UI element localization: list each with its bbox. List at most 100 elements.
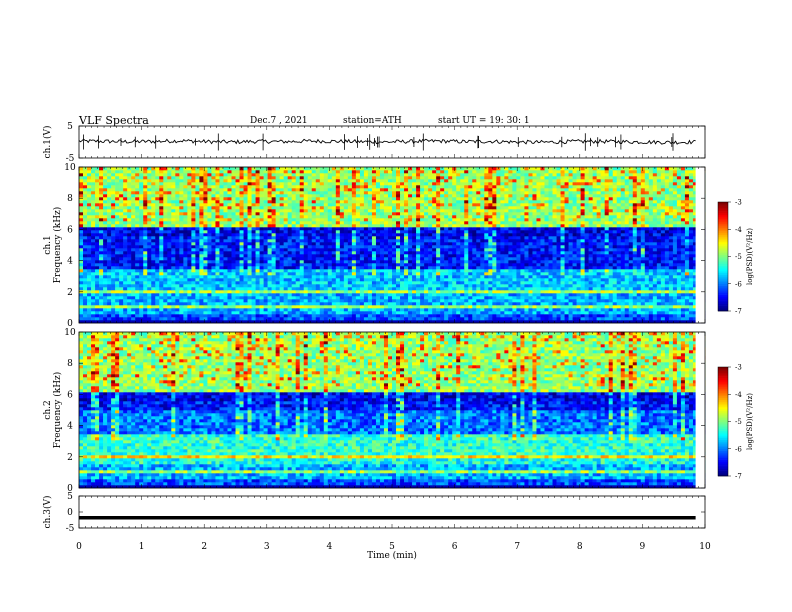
spectrogram-cell <box>227 230 232 234</box>
spectrogram-cell <box>420 320 425 324</box>
spectrogram-cell <box>79 275 84 279</box>
spectrogram-cell <box>668 245 674 249</box>
spectrogram-cell <box>203 317 208 321</box>
spectrogram-cell <box>211 290 216 294</box>
spectrogram-cell <box>560 299 565 303</box>
spectrogram-cell <box>107 305 112 309</box>
spectrogram-cell <box>327 239 333 243</box>
spectrogram-cell <box>576 239 581 243</box>
spectrogram-cell <box>259 278 264 282</box>
spectrogram-cell <box>496 302 501 306</box>
spectrogram-cell <box>592 269 597 273</box>
spectrogram-cell <box>660 236 666 240</box>
spectrogram-cell <box>400 269 405 273</box>
spectrogram-cell <box>688 260 694 264</box>
spectrogram-cell <box>107 236 112 240</box>
spectrogram-cell <box>187 290 192 294</box>
spectrogram-cell <box>363 302 369 306</box>
spectrogram-cell <box>351 314 357 318</box>
spectrogram-cell <box>295 230 300 234</box>
spectrogram-cell <box>91 263 96 267</box>
spectrogram-cell <box>127 314 132 318</box>
spectrogram-cell <box>91 269 96 273</box>
spectrogram-cell <box>227 269 232 273</box>
spectrogram-cell <box>347 272 353 276</box>
spectrogram-cell <box>287 272 292 276</box>
spectrogram-cell <box>359 308 365 312</box>
spectrogram-cell <box>540 311 545 315</box>
spectrogram-cell <box>428 254 433 258</box>
spectrogram-cell <box>568 242 573 246</box>
spectrogram-cell <box>115 314 120 318</box>
spectrogram-cell <box>183 272 188 276</box>
spectrogram-cell <box>540 296 545 300</box>
spectrogram-cell <box>239 236 244 240</box>
spectrogram-cell <box>556 260 561 264</box>
spectrogram-cell <box>628 257 634 261</box>
spectrogram-cell <box>167 287 172 291</box>
spectrogram-cell <box>335 311 341 315</box>
spectrogram-cell <box>275 266 280 270</box>
spectrogram-cell <box>404 269 409 273</box>
spectrogram-cell <box>107 314 112 318</box>
spectrogram-cell <box>239 242 244 246</box>
spectrogram-cell <box>139 314 144 318</box>
spectrogram-cell <box>492 263 497 267</box>
spectrogram-cell <box>243 272 248 276</box>
spectrogram-cell <box>400 305 405 309</box>
spectrogram-cell <box>335 272 341 276</box>
spectrogram-cell <box>512 296 517 300</box>
spectrogram-cell <box>536 239 541 243</box>
spectrogram-cell <box>424 242 429 246</box>
spectrogram-cell <box>660 308 666 312</box>
spectrogram-cell <box>379 314 385 318</box>
spectrogram-cell <box>103 293 108 297</box>
spectrogram-cell <box>275 242 280 246</box>
spectrogram-cell <box>375 281 381 285</box>
spectrogram-cell <box>259 263 264 267</box>
spectrogram-cell <box>412 260 417 264</box>
spectrogram-cell <box>279 236 284 240</box>
spectrogram-cell <box>155 308 160 312</box>
spectrogram-cell <box>143 260 148 264</box>
spectrogram-cell <box>476 314 481 318</box>
spectrogram-cell <box>464 287 469 291</box>
spectrogram-cell <box>440 248 445 252</box>
spectrogram-cell <box>151 263 156 267</box>
spectrogram-cell <box>319 275 325 279</box>
spectrogram-cell <box>323 263 329 267</box>
spectrogram-cell <box>416 245 421 249</box>
spectrogram-cell <box>420 257 425 261</box>
spectrogram-cell <box>207 233 212 237</box>
spectrogram-cell <box>452 254 457 258</box>
spectrogram-cell <box>163 248 168 252</box>
spectrogram-cell <box>271 296 276 300</box>
spectrogram-cell <box>568 233 573 237</box>
spectrogram-cell <box>584 314 589 318</box>
spectrogram-cell <box>175 266 180 270</box>
spectrogram-cell <box>532 242 537 246</box>
spectrogram-cell <box>560 257 565 261</box>
spectrogram-cell <box>436 278 441 282</box>
spectrogram-cell <box>127 242 132 246</box>
spectrogram-cell <box>564 260 569 264</box>
spectrogram-cell <box>331 281 337 285</box>
spectrogram-cell <box>608 302 613 306</box>
spectrogram-cell <box>211 299 216 303</box>
spectrogram-cell <box>660 317 666 321</box>
spectrogram-cell <box>396 281 401 285</box>
spectrogram-cell <box>652 242 658 246</box>
spectrogram-cell <box>588 308 593 312</box>
spectrogram-cell <box>404 242 409 246</box>
spectrogram-cell <box>692 281 698 285</box>
spectrogram-cell <box>363 293 369 297</box>
spectrogram-cell <box>335 308 341 312</box>
spectrogram-cell <box>548 290 553 294</box>
spectrogram-cell <box>319 314 325 318</box>
spectrogram-cell <box>107 266 112 270</box>
spectrogram-cell <box>143 245 148 249</box>
spectrogram-cell <box>291 263 296 267</box>
spectrogram-cell <box>107 278 112 282</box>
spectrogram-cell <box>672 302 678 306</box>
spectrogram-cell <box>468 320 473 324</box>
